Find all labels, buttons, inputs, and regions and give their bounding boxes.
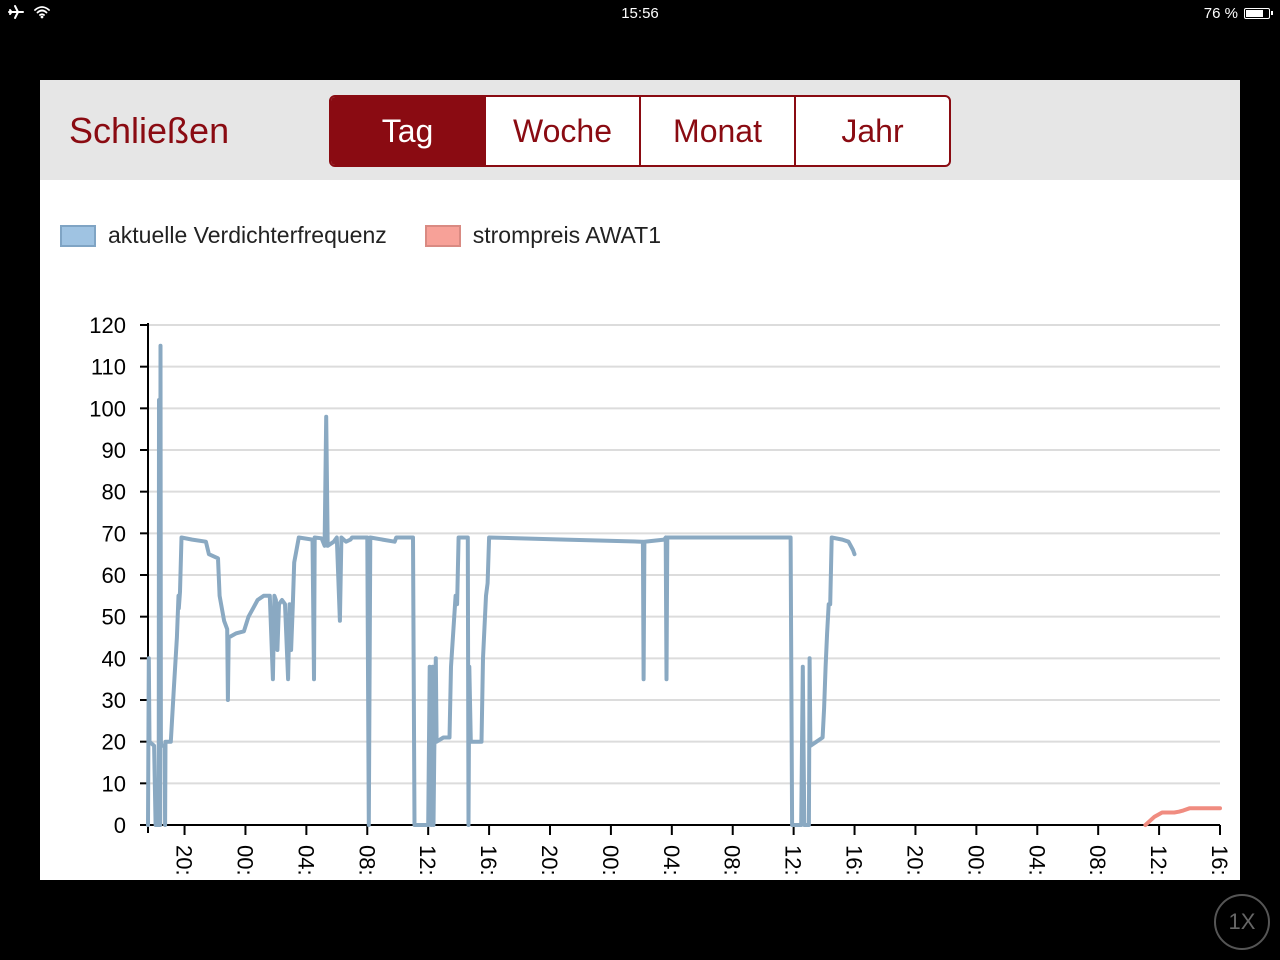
tab-jahr[interactable]: Jahr [794,97,949,165]
x-tick-label: 00: [598,845,623,876]
battery-percent: 76 % [1203,5,1238,22]
status-left [8,4,50,20]
x-tick-label: 16: [842,845,867,876]
series-line-verdichterfrequenz [146,343,857,827]
x-tick-label: 16: [476,845,501,876]
x-tick-label: 08: [354,845,379,876]
y-tick-label: 110 [91,355,126,380]
x-tick-label: 04: [293,845,318,876]
y-tick-label: 70 [102,521,126,546]
battery-icon [1244,8,1273,19]
close-button[interactable]: Schließen [69,110,230,151]
tab-monat[interactable]: Monat [639,97,794,165]
status-right: 76 % [1203,5,1273,22]
x-tick-label: 20: [172,845,197,876]
wifi-icon [34,6,50,19]
y-tick-label: 90 [102,438,126,463]
toolbar: Schließen Tag Woche Monat Jahr [40,80,1240,180]
status-bar: 15:56 76 % [0,0,1280,28]
legend-item-verdichterfrequenz[interactable]: aktuelle Verdichterfrequenz [60,222,387,249]
legend-swatch-red [424,224,461,247]
x-tick-label: 12: [1146,845,1171,876]
legend-swatch-blue [60,224,96,247]
y-tick-label: 40 [102,646,126,671]
x-tick-label: 08: [1085,845,1110,876]
x-tick-label: 20: [902,845,927,876]
x-tick-label: 12: [415,845,440,876]
y-tick-label: 120 [89,313,126,338]
x-tick-label: 04: [659,845,684,876]
y-tick-label: 100 [89,396,126,421]
period-segmented-control: Tag Woche Monat Jahr [329,95,951,167]
x-tick-label: 20: [537,845,562,876]
legend-item-strompreis[interactable]: strompreis AWAT1 [424,222,662,249]
chart-panel: Schließen Tag Woche Monat Jahr aktuelle … [40,80,1240,880]
airplane-icon [8,5,24,19]
y-tick-label: 50 [102,605,126,630]
y-tick-label: 30 [102,688,126,713]
chart-legend: aktuelle Verdichterfrequenz strompreis A… [60,222,699,249]
x-tick-label: 00: [963,845,988,876]
status-time: 15:56 [621,5,659,22]
x-tick-label: 04: [1024,845,1049,876]
y-tick-label: 60 [102,563,126,588]
zoom-button[interactable]: 1X [1214,894,1270,950]
y-tick-label: 10 [102,771,126,796]
battery-fill [1246,10,1263,17]
y-tick-label: 0 [114,813,126,838]
legend-label: aktuelle Verdichterfrequenz [108,222,387,248]
legend-label: strompreis AWAT1 [472,222,662,248]
x-tick-label: 00: [232,845,257,876]
x-tick-label: 16: [1207,845,1232,876]
series-line-strompreis [1143,806,1222,827]
tab-woche[interactable]: Woche [484,97,639,165]
x-tick-label: 12: [781,845,806,876]
y-tick-label: 80 [102,480,126,505]
y-tick-label: 20 [102,730,126,755]
line-chart: 0 10 20 30 40 50 60 70 80 90 100 110 120 20: 00: 04: 08:… [89,313,1232,876]
x-tick-label: 08: [720,845,745,876]
tab-tag[interactable]: Tag [331,97,484,165]
